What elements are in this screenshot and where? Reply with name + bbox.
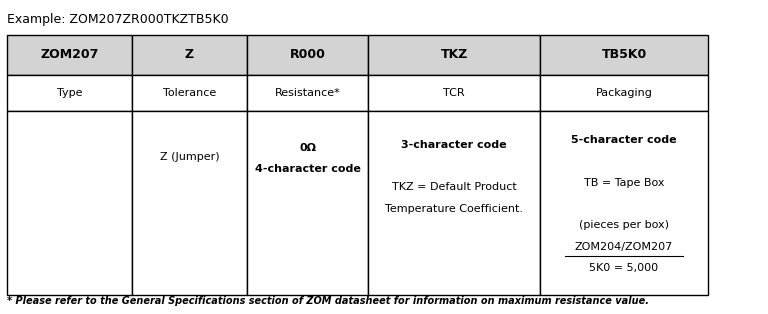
Text: R000: R000: [290, 48, 326, 62]
FancyBboxPatch shape: [132, 111, 247, 295]
Text: Resistance*: Resistance*: [275, 89, 340, 98]
Text: Packaging: Packaging: [596, 89, 653, 98]
FancyBboxPatch shape: [540, 111, 708, 295]
Text: 4-character code: 4-character code: [255, 164, 360, 174]
FancyBboxPatch shape: [132, 75, 247, 111]
FancyBboxPatch shape: [247, 35, 369, 75]
Text: Z: Z: [185, 48, 194, 62]
Text: 3-character code: 3-character code: [402, 140, 507, 150]
Text: Tolerance: Tolerance: [163, 89, 216, 98]
Text: TKZ: TKZ: [441, 48, 468, 62]
FancyBboxPatch shape: [7, 75, 132, 111]
FancyBboxPatch shape: [369, 75, 540, 111]
FancyBboxPatch shape: [132, 35, 247, 75]
Text: 0Ω: 0Ω: [299, 143, 316, 153]
Text: ZOM204/ZOM207: ZOM204/ZOM207: [575, 242, 674, 252]
Text: TB5K0: TB5K0: [601, 48, 647, 62]
Text: Temperature Coefficient.: Temperature Coefficient.: [386, 204, 523, 214]
Text: Z (Jumper): Z (Jumper): [160, 152, 220, 162]
FancyBboxPatch shape: [247, 111, 369, 295]
Text: ZOM207: ZOM207: [41, 48, 99, 62]
FancyBboxPatch shape: [540, 75, 708, 111]
Text: 5-character code: 5-character code: [571, 135, 677, 145]
Text: Example: ZOM207ZR000TKZTB5K0: Example: ZOM207ZR000TKZTB5K0: [7, 13, 229, 25]
FancyBboxPatch shape: [7, 35, 132, 75]
Text: Type: Type: [57, 89, 82, 98]
Text: 5K0 = 5,000: 5K0 = 5,000: [590, 263, 659, 273]
FancyBboxPatch shape: [7, 111, 132, 295]
Text: * Please refer to the General Specifications section of ZOM datasheet for inform: * Please refer to the General Specificat…: [7, 296, 649, 306]
Text: TCR: TCR: [443, 89, 465, 98]
FancyBboxPatch shape: [369, 111, 540, 295]
FancyBboxPatch shape: [369, 35, 540, 75]
Text: TB = Tape Box: TB = Tape Box: [584, 178, 664, 188]
FancyBboxPatch shape: [247, 75, 369, 111]
Text: TKZ = Default Product: TKZ = Default Product: [392, 182, 517, 192]
FancyBboxPatch shape: [540, 35, 708, 75]
Text: (pieces per box): (pieces per box): [579, 220, 669, 230]
